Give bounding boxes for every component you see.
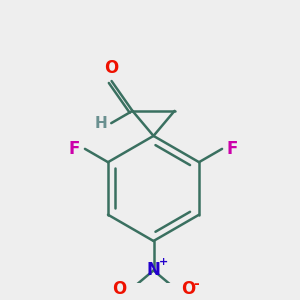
Text: F: F xyxy=(69,140,80,158)
Text: N: N xyxy=(147,261,160,279)
Text: F: F xyxy=(227,140,238,158)
Text: O: O xyxy=(181,280,195,298)
Text: H: H xyxy=(95,116,108,130)
Text: +: + xyxy=(159,257,168,267)
Text: -: - xyxy=(194,277,199,291)
Text: O: O xyxy=(104,59,119,77)
Text: O: O xyxy=(112,280,126,298)
